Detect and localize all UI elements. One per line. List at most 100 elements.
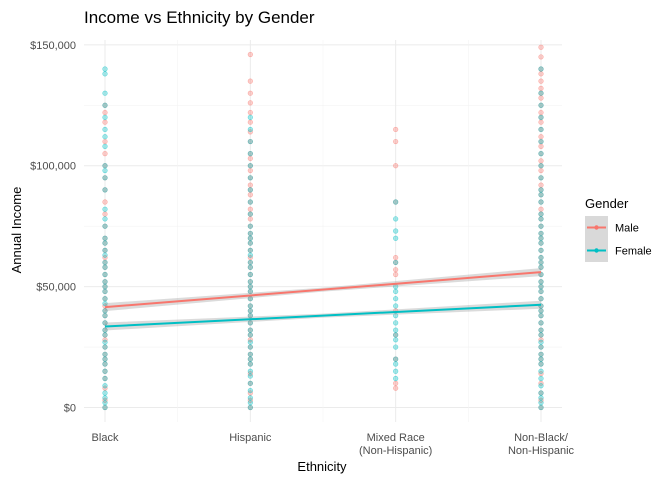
data-point — [538, 368, 544, 374]
data-point — [538, 404, 544, 411]
data-point — [247, 167, 253, 174]
data-point — [102, 223, 108, 229]
data-point — [102, 206, 108, 212]
data-point — [538, 339, 544, 345]
data-point — [102, 240, 108, 246]
data-point — [538, 151, 544, 157]
data-point — [538, 54, 544, 60]
data-point — [538, 211, 544, 217]
data-point — [102, 216, 108, 222]
data-point — [247, 247, 253, 253]
data-point — [538, 167, 544, 174]
data-point — [247, 308, 253, 314]
data-point — [538, 192, 544, 198]
data-point — [247, 223, 253, 229]
x-tick-label: Black — [92, 432, 119, 444]
data-point — [393, 327, 399, 333]
data-point — [102, 375, 108, 382]
data-point — [538, 199, 544, 205]
data-point — [102, 247, 108, 253]
x-tick-label: Non-Black/Non-Hispanic — [508, 432, 575, 457]
data-point — [247, 211, 253, 217]
data-point — [247, 395, 253, 401]
data-point — [102, 114, 108, 120]
data-point — [102, 271, 108, 278]
data-point — [102, 339, 108, 345]
data-point — [247, 114, 253, 120]
data-point — [102, 187, 108, 193]
data-point — [538, 308, 544, 314]
gridlines — [84, 40, 562, 422]
y-tick-label: $150,000 — [30, 40, 76, 52]
data-point — [538, 44, 544, 50]
data-points — [102, 44, 544, 411]
data-point — [538, 134, 544, 140]
data-point — [102, 279, 108, 285]
plot-panel — [84, 40, 562, 422]
data-point — [538, 400, 544, 406]
data-point — [538, 71, 544, 77]
data-point — [538, 216, 544, 222]
data-point — [102, 259, 108, 266]
data-point — [247, 279, 253, 285]
data-point — [102, 235, 108, 241]
data-point — [538, 114, 544, 120]
data-point — [538, 235, 544, 241]
data-point — [102, 211, 108, 217]
data-point — [538, 390, 544, 396]
data-point — [102, 332, 108, 338]
data-point — [247, 199, 253, 205]
data-point — [247, 271, 253, 278]
data-point — [393, 199, 399, 205]
data-point — [247, 138, 253, 145]
data-point — [247, 259, 253, 266]
legend-key-point — [594, 248, 599, 253]
x-tick-label: Mixed Race (Non-Hispanic) — [359, 432, 432, 457]
data-point — [538, 102, 544, 108]
data-point — [247, 119, 253, 125]
data-point — [538, 78, 544, 84]
data-point — [393, 163, 399, 169]
data-point — [538, 175, 544, 181]
x-axis-title: Ethnicity — [297, 459, 347, 474]
data-point — [102, 344, 108, 350]
x-tick-label: Hispanic — [229, 432, 272, 444]
data-point — [102, 102, 108, 108]
data-point — [538, 230, 544, 237]
data-point — [247, 400, 253, 406]
data-point — [538, 320, 544, 326]
data-point — [102, 383, 108, 389]
data-point — [538, 332, 544, 338]
data-point — [247, 320, 253, 326]
data-point — [247, 163, 253, 169]
trend-line — [104, 303, 542, 328]
data-point — [538, 240, 544, 246]
data-point — [102, 356, 108, 362]
data-point — [538, 327, 544, 333]
data-point — [102, 66, 108, 72]
data-point — [102, 395, 108, 401]
data-point — [393, 385, 399, 391]
data-point — [393, 337, 399, 343]
data-point — [247, 240, 253, 246]
data-point — [538, 158, 544, 164]
data-point — [538, 279, 544, 285]
data-point — [102, 361, 108, 367]
data-point — [393, 368, 399, 374]
data-point — [538, 351, 544, 357]
y-axis-title: Annual Income — [9, 187, 24, 274]
y-tick-label: $100,000 — [30, 161, 76, 173]
data-point — [393, 288, 399, 295]
data-point — [102, 175, 108, 181]
data-point — [393, 356, 399, 362]
data-point — [538, 163, 544, 169]
data-point — [538, 85, 544, 91]
data-point — [102, 264, 108, 270]
data-point — [247, 109, 253, 116]
data-point — [247, 351, 253, 357]
data-point — [102, 288, 108, 295]
data-point — [538, 206, 544, 212]
data-point — [247, 327, 253, 333]
data-point — [538, 126, 544, 133]
data-point — [247, 90, 253, 96]
